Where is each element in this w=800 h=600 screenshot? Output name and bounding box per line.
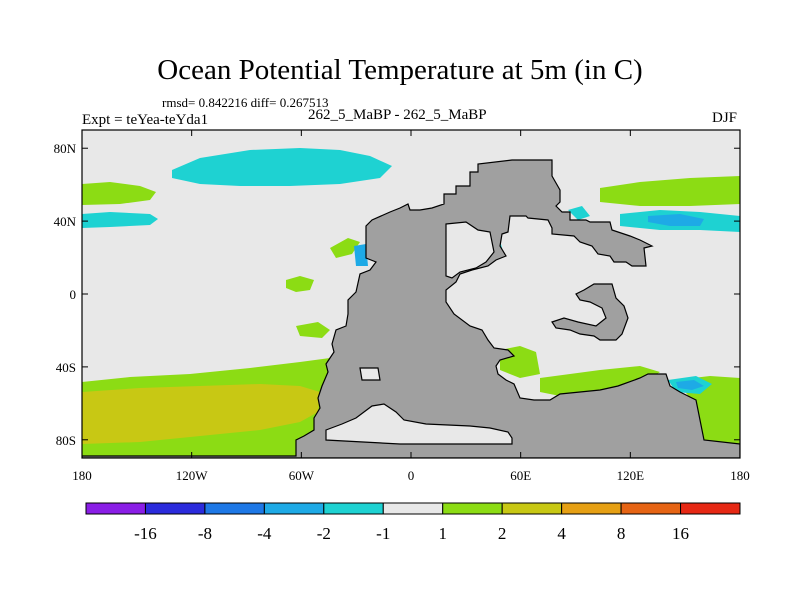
colorbar-label: -1 [376, 524, 390, 543]
colorbar-swatch [501, 502, 563, 515]
colorbar-label: -16 [134, 524, 157, 543]
experiment-label: Expt = teYea-teYda1 [82, 112, 209, 128]
colorbar-label: -8 [198, 524, 212, 543]
anomaly-patch-mid-green-3 [296, 322, 330, 338]
colorbar-label: -2 [317, 524, 331, 543]
axis-ticks: 180 120W 60W 0 60E 120E 180 80N 40N 0 40S 80S [54, 130, 750, 483]
colorbar-swatch [680, 502, 741, 515]
colorbar-swatch [85, 502, 146, 515]
anomaly-patch-arctic-cyan [172, 148, 392, 186]
inlet-small [359, 367, 381, 381]
inner-tethys-gulf [445, 221, 495, 279]
x-tick-label: 180 [730, 468, 750, 483]
colorbar-swatch [561, 502, 622, 515]
x-tick-label: 120W [176, 468, 209, 483]
anomaly-patch-tethys-blue [354, 244, 368, 266]
x-tick-label: 0 [408, 468, 415, 483]
anomaly-patch-ne-blue [648, 214, 704, 226]
colorbar: -16 -8 -4 -2 -1 1 2 4 8 16 [85, 502, 741, 543]
anomaly-patch-cyan-2 [568, 206, 590, 220]
colorbar-swatch [442, 502, 503, 515]
anomaly-patch-mid-green-1 [286, 276, 314, 292]
colorbar-swatch [382, 502, 444, 515]
colorbar-swatch [144, 502, 206, 515]
y-tick-label: 40N [54, 214, 77, 229]
y-tick-label: 80N [54, 141, 77, 156]
chart-title: Ocean Potential Temperature at 5m (in C) [157, 54, 643, 86]
landmass-pangaea [82, 159, 740, 458]
island-east-tethys [551, 283, 629, 341]
colorbar-label: 4 [557, 524, 566, 543]
colorbar-swatch [323, 502, 384, 515]
anomaly-patch-nw-green [82, 182, 156, 205]
stats-line: rmsd= 0.842216 diff= 0.267513 [162, 95, 329, 110]
x-tick-label: 60E [510, 468, 531, 483]
anomaly-patch-mid-green-2 [330, 238, 360, 258]
colorbar-swatch [204, 502, 265, 515]
anomaly-patch-green-south-tethys [540, 366, 660, 396]
colorbar-swatch [263, 502, 325, 515]
colorbar-label: 2 [498, 524, 507, 543]
center-label: 262_5_MaBP - 262_5_MaBP [308, 107, 487, 123]
colorbar-label: 16 [672, 524, 689, 543]
colorbar-label: 8 [617, 524, 626, 543]
x-tick-label: 60W [289, 468, 315, 483]
inlet-south [325, 403, 513, 445]
anomaly-patch-se-green [676, 376, 740, 458]
y-tick-label: 0 [70, 287, 77, 302]
y-tick-label: 80S [56, 433, 76, 448]
anomaly-patch-ne-green [600, 176, 740, 206]
colorbar-label: 1 [438, 524, 447, 543]
season-label: DJF [712, 110, 738, 126]
colorbar-label: -4 [257, 524, 272, 543]
x-tick-label: 180 [72, 468, 92, 483]
anomaly-patch-nw-cyan [82, 212, 158, 228]
anomaly-patch-south-yellow [82, 384, 320, 444]
x-tick-label: 120E [617, 468, 645, 483]
colorbar-swatch [620, 502, 682, 515]
y-tick-label: 40S [56, 360, 76, 375]
anomaly-patch-se-blue [676, 380, 704, 390]
